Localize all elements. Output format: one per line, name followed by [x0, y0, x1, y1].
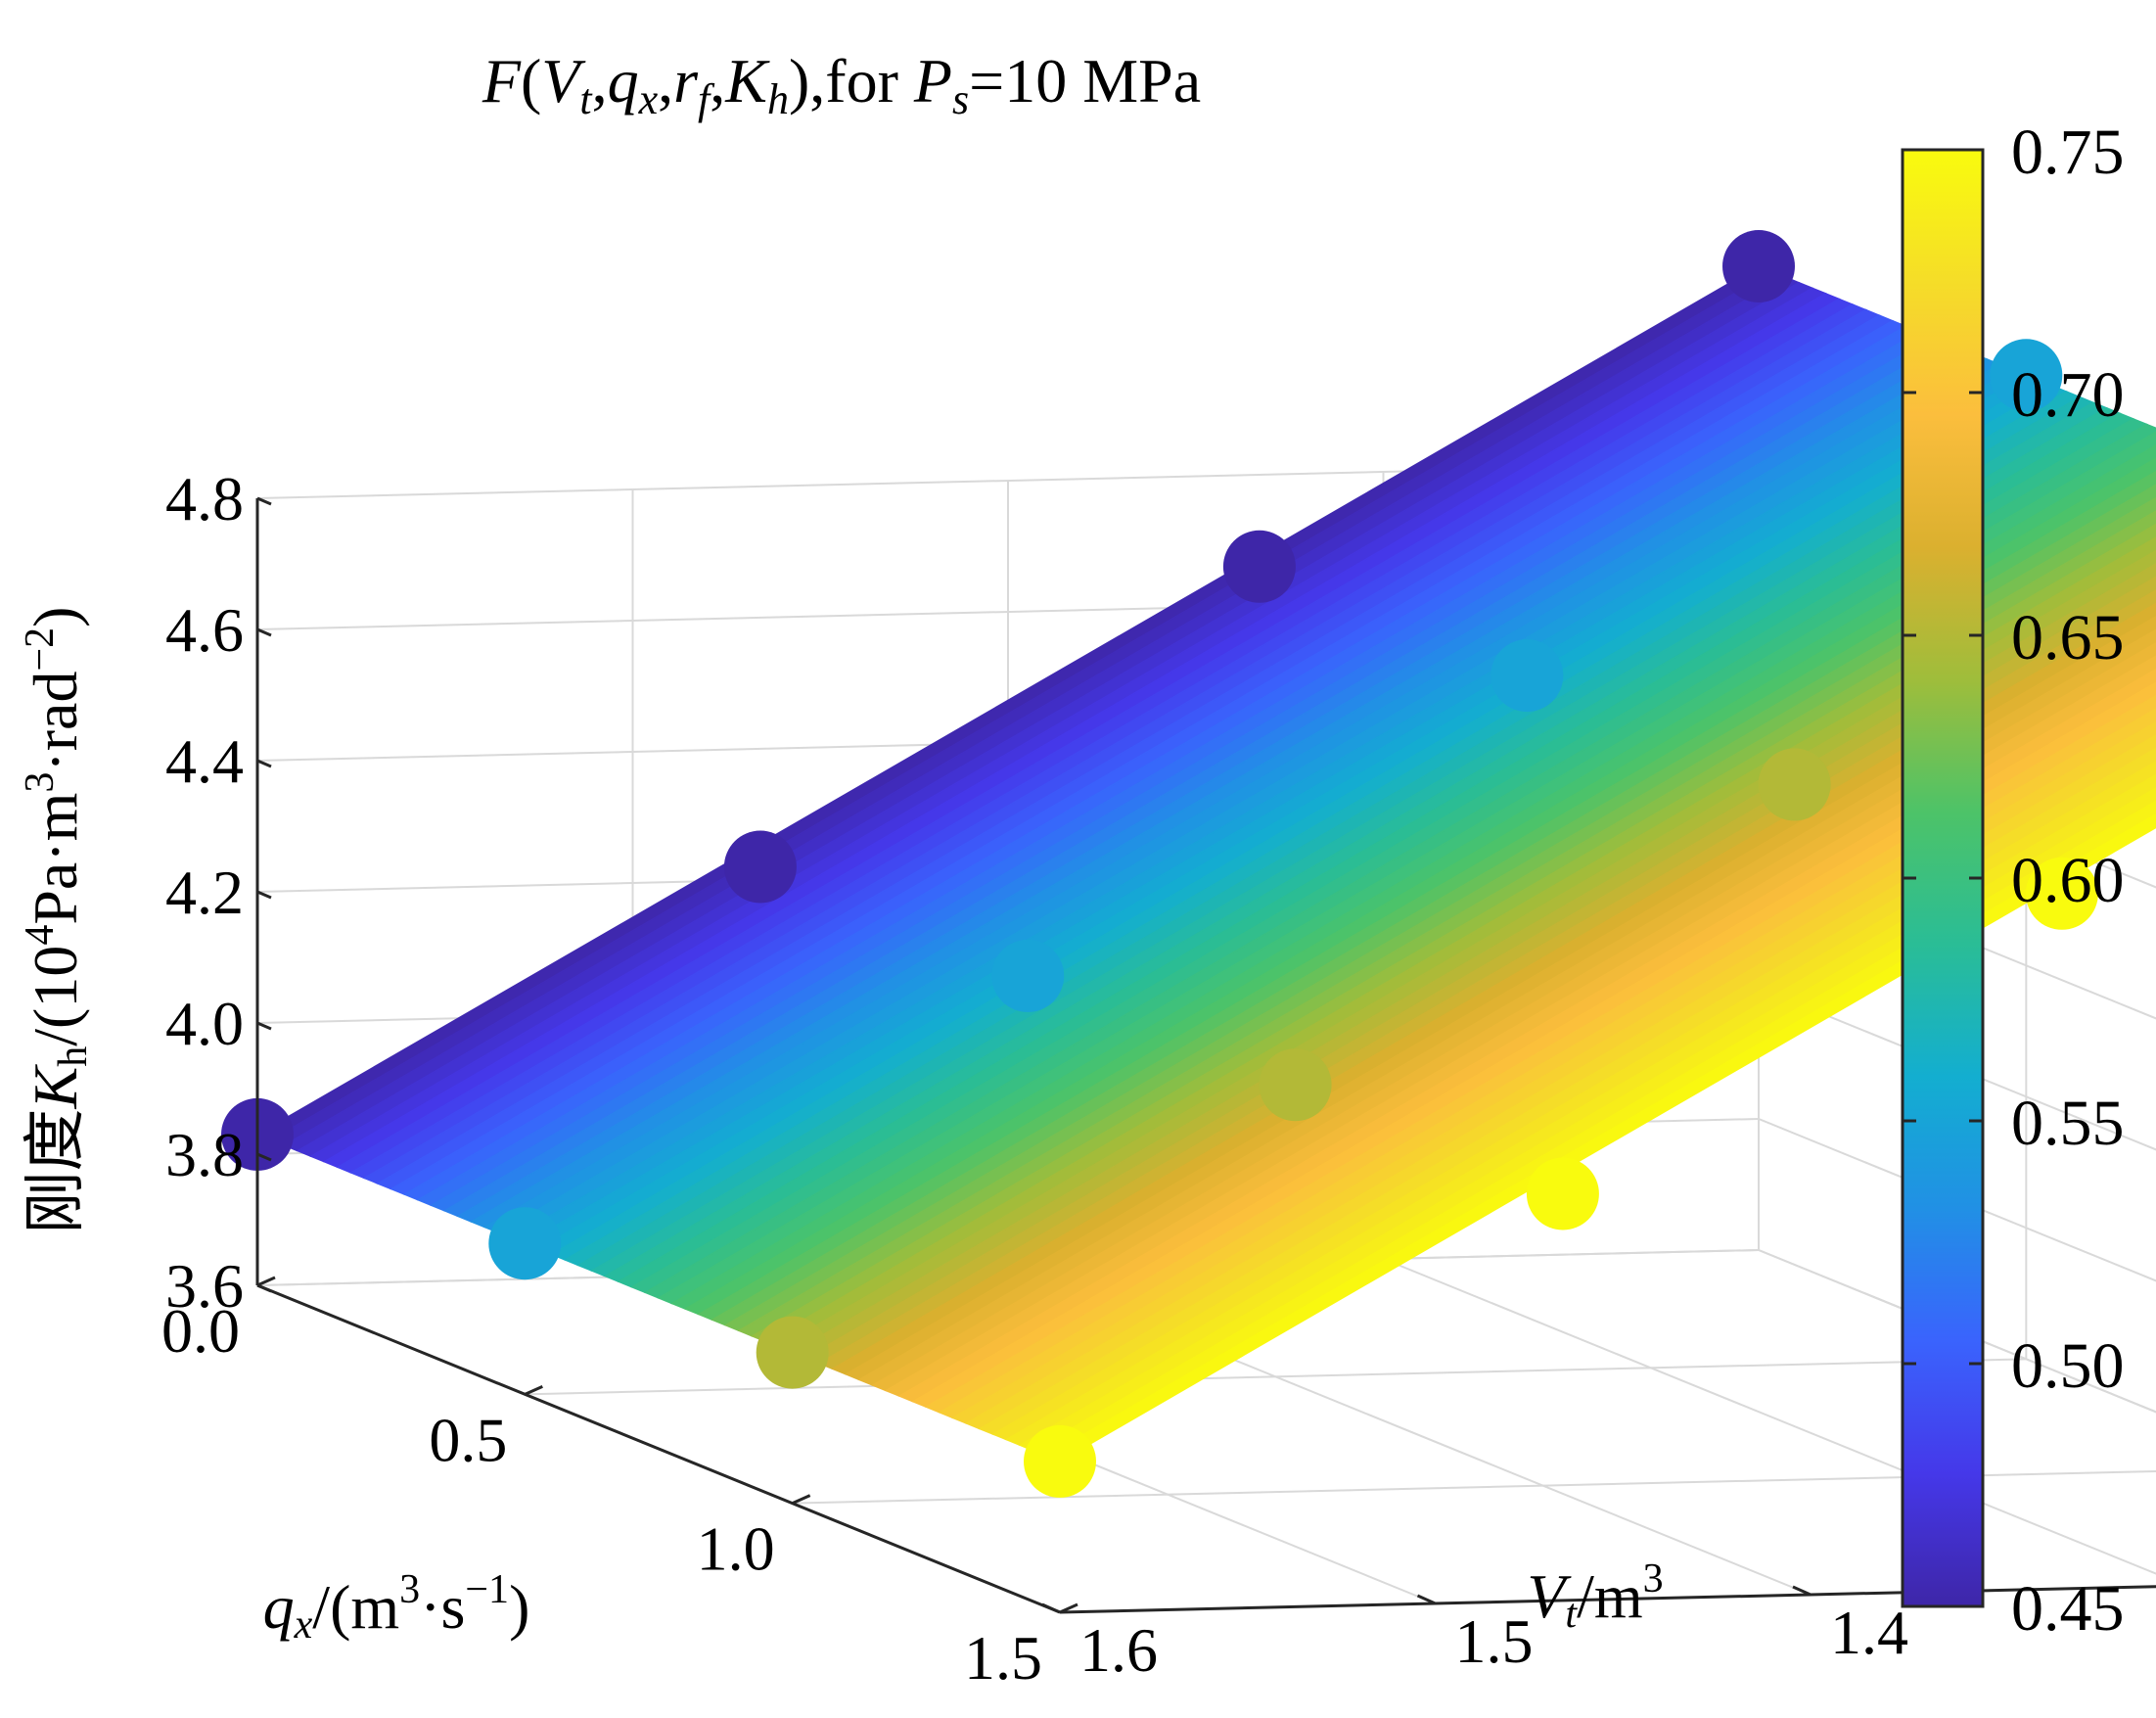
x-tick-label: 1.5 [964, 1623, 1042, 1693]
surface [255, 265, 2156, 1463]
colorbar-tick-label: 0.50 [2011, 1330, 2125, 1402]
z-tick [256, 627, 272, 637]
surface-strip [1004, 773, 2156, 1447]
data-point [1722, 230, 1795, 302]
colorbar-tick-label: 0.65 [2011, 602, 2125, 673]
x-tick [256, 1276, 276, 1287]
data-point [1990, 339, 2063, 412]
z-tick [256, 1152, 272, 1162]
x-axis-label: qx/(m3·s−1) [263, 1567, 530, 1648]
z-tick [256, 890, 272, 900]
z-tick-label: 3.6 [165, 1251, 244, 1321]
surface-strip [884, 655, 2156, 1397]
data-point [1758, 748, 1831, 821]
y-tick-label: 1.5 [1455, 1606, 1534, 1676]
surface-strip [669, 443, 2156, 1310]
data-point [1024, 1424, 1096, 1498]
surface-strip [844, 615, 2156, 1381]
data-point [991, 939, 1065, 1012]
data-point [723, 830, 797, 904]
z-tick-label: 3.8 [165, 1120, 244, 1189]
y-tick [1041, 1602, 1061, 1614]
y-tick-label: 1.4 [1830, 1598, 1908, 1667]
surface-strip [723, 496, 2156, 1332]
data-point [2025, 857, 2098, 930]
grid-line [1383, 1258, 2156, 1575]
grid-line [1758, 1118, 2156, 1282]
z-tick [256, 759, 272, 768]
surface-strip [897, 668, 2156, 1403]
grid-line [1758, 987, 2156, 1151]
z-tick-label: 4.4 [165, 726, 244, 796]
data-point [1259, 1048, 1332, 1122]
colorbar-tick-label: 0.55 [2011, 1088, 2125, 1159]
z-tick-label: 4.8 [165, 464, 244, 534]
surface-strip [697, 470, 2156, 1322]
colorbar-ticks: 0.45 0.50 0.55 0.60 0.65 0.70 0.75 [1903, 116, 2125, 1645]
data-point [756, 1316, 829, 1389]
surface-strip [857, 628, 2156, 1386]
surface-strip [710, 484, 2156, 1326]
surface-strip [737, 510, 2156, 1337]
surface-strip [870, 641, 2156, 1392]
colorbar: 0.45 0.50 0.55 0.60 0.65 0.70 0.75 [1901, 116, 2125, 1645]
z-tick-label: 4.6 [165, 595, 244, 665]
x-tick [792, 1494, 811, 1506]
y-tick [1792, 1585, 1812, 1597]
data-points [221, 230, 2098, 1498]
x-axis-line [256, 1283, 1061, 1614]
z-tick [256, 1283, 272, 1293]
chart-title: F(Vt,qx,rf,Kh),for Ps=10 MPa [482, 46, 1201, 123]
y-tick-label: 1.6 [1079, 1615, 1158, 1685]
data-point [488, 1207, 562, 1280]
z-tick-label: 4.2 [165, 858, 244, 927]
colorbar-tick-label: 0.45 [2011, 1573, 2125, 1645]
x-tick-label: 0.0 [161, 1296, 240, 1366]
colorbar-tick-label: 0.75 [2011, 116, 2125, 188]
tick-labels: 3.63.84.04.24.44.64.80.00.51.01.51.21.31… [161, 464, 1908, 1693]
data-point [1222, 530, 1296, 603]
x-tick-label: 1.0 [697, 1514, 775, 1584]
grid-line [1758, 1249, 2156, 1414]
data-point [1491, 639, 1564, 713]
surface-strip [990, 761, 2156, 1441]
y-tick [1416, 1594, 1437, 1605]
z-tick [256, 496, 272, 506]
z-tick [256, 1021, 272, 1031]
colorbar-tick-label: 0.70 [2011, 359, 2125, 431]
z-axis-label: 刚度Kh/(104Pa·m3·rad−2) [18, 607, 96, 1234]
x-tick [524, 1384, 543, 1396]
surface-strip [643, 423, 2156, 1299]
colorbar-tick-label: 0.60 [2011, 845, 2125, 916]
surface-strip [657, 431, 2156, 1305]
z-tick-label: 4.0 [165, 989, 244, 1058]
surface-strip [683, 457, 2156, 1316]
y-axis-label: Vt/m3 [1527, 1556, 1663, 1637]
data-point [1526, 1157, 1599, 1230]
x-tick-label: 0.5 [429, 1405, 507, 1474]
x-tick [1059, 1602, 1078, 1614]
